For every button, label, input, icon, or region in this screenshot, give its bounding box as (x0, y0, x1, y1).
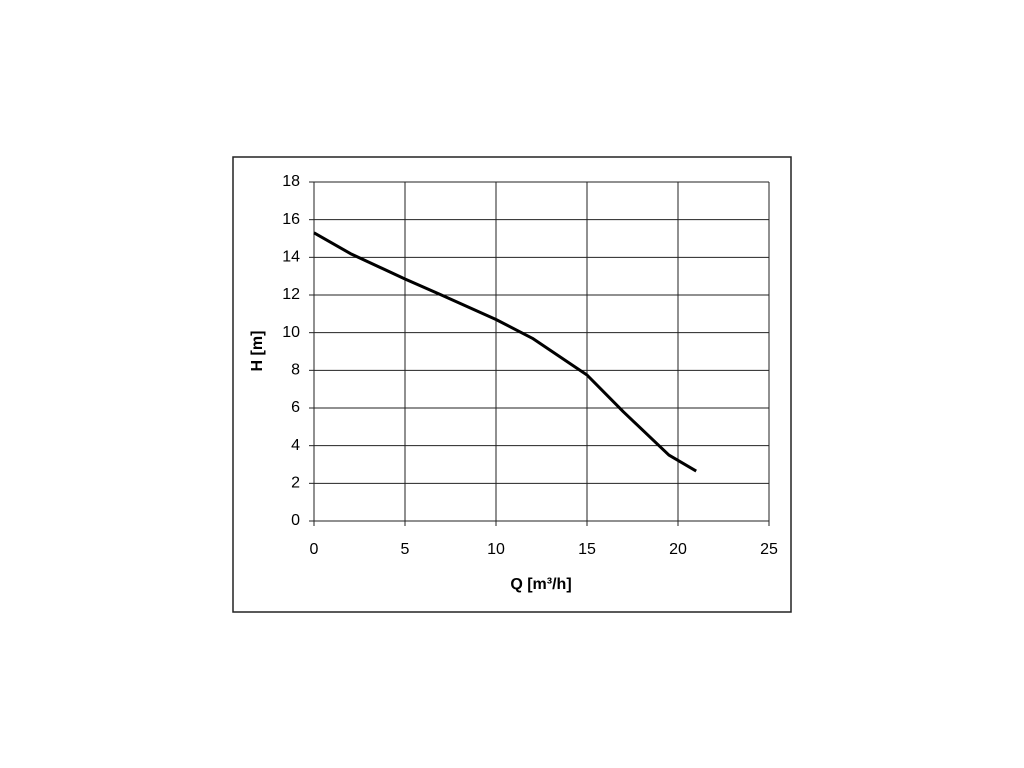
y-tick-label: 18 (282, 173, 300, 190)
y-axis-label: H [m] (249, 331, 266, 372)
y-tick-label: 4 (291, 437, 300, 454)
x-tick-label: 25 (760, 541, 778, 558)
y-tick-label: 6 (291, 399, 300, 416)
x-axis-label: Q [m³/h] (510, 576, 571, 593)
y-tick-label: 8 (291, 362, 300, 379)
x-tick-label: 20 (669, 541, 687, 558)
x-tick-label: 5 (401, 541, 410, 558)
y-tick-label: 10 (282, 324, 300, 341)
x-tick-label: 15 (578, 541, 596, 558)
y-tick-label: 16 (282, 211, 300, 228)
x-tick-label: 0 (310, 541, 319, 558)
y-tick-label: 2 (291, 475, 300, 492)
chart-frame (232, 156, 792, 613)
x-tick-label: 10 (487, 541, 505, 558)
y-tick-label: 14 (282, 249, 300, 266)
y-tick-label: 0 (291, 512, 300, 529)
y-tick-label: 12 (282, 286, 300, 303)
data-line (313, 231, 697, 473)
